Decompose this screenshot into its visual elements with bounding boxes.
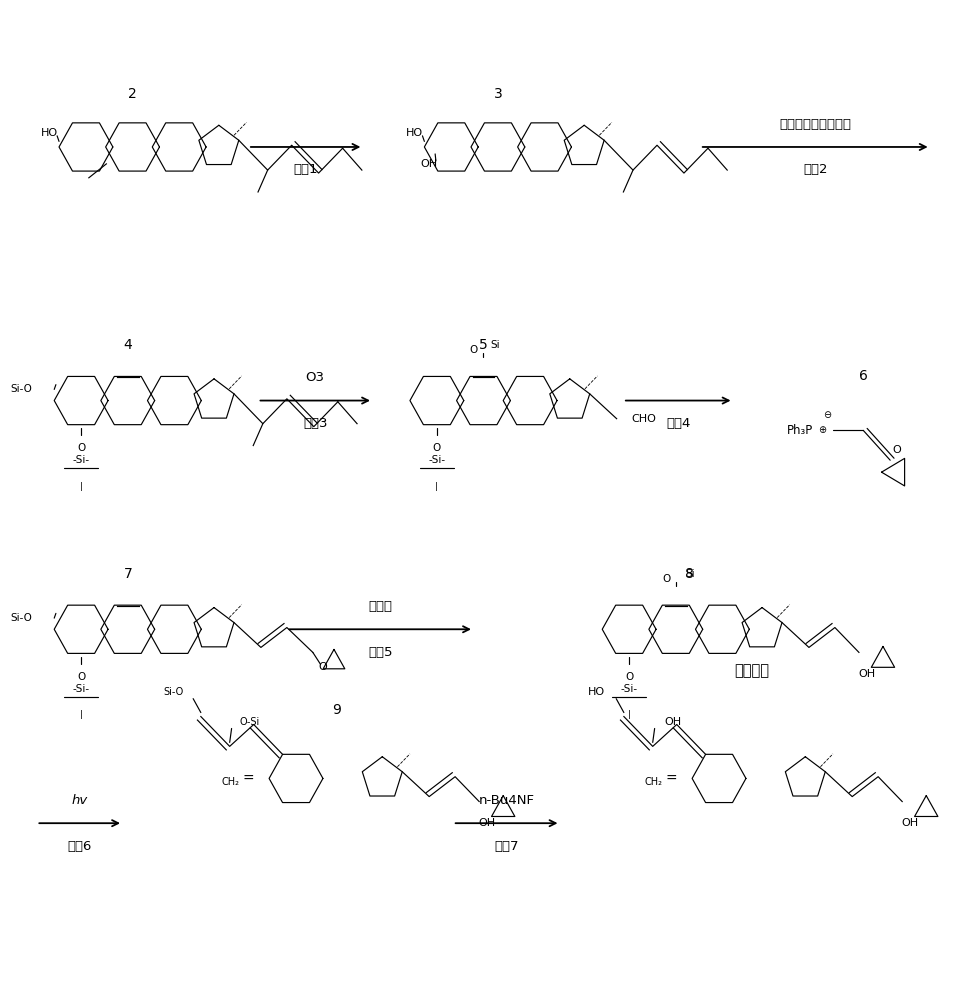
Text: O-Si: O-Si (239, 717, 259, 727)
Text: 3: 3 (493, 87, 502, 101)
Text: |: | (628, 710, 630, 719)
Text: Si: Si (686, 569, 695, 579)
Text: Si-O: Si-O (163, 687, 184, 697)
Text: 步骤1: 步骤1 (293, 163, 318, 176)
Text: hv: hv (72, 794, 88, 807)
Text: HO: HO (41, 128, 58, 138)
Text: O: O (625, 672, 633, 682)
Text: |: | (79, 482, 82, 491)
Text: CH₂: CH₂ (645, 777, 662, 787)
Text: Si: Si (490, 340, 500, 350)
Text: O: O (318, 662, 327, 672)
Text: CHO: CHO (631, 414, 656, 424)
Text: O: O (893, 445, 901, 455)
Text: 步骤4: 步骤4 (666, 417, 690, 430)
Text: HO: HO (406, 128, 424, 138)
Text: |: | (79, 710, 82, 719)
Text: OH: OH (901, 818, 919, 828)
Text: OH: OH (479, 818, 495, 828)
Text: O: O (433, 443, 441, 453)
Text: ⊕: ⊕ (818, 425, 826, 435)
Text: 步骤2: 步骤2 (803, 163, 828, 176)
Text: HO: HO (588, 687, 604, 697)
Text: 6: 6 (859, 369, 867, 383)
Text: 9: 9 (332, 703, 340, 717)
Text: Si-O: Si-O (11, 384, 33, 394)
Text: 还原剂: 还原剂 (368, 600, 393, 613)
Text: O: O (662, 574, 670, 584)
Text: OH: OH (858, 669, 875, 679)
Text: 步骤7: 步骤7 (494, 840, 519, 853)
Text: 4: 4 (124, 338, 132, 352)
Text: 卡泊三醇: 卡泊三醇 (734, 664, 769, 679)
Text: CH₂: CH₂ (221, 777, 240, 787)
Text: n-Bu4NF: n-Bu4NF (479, 794, 535, 807)
Text: O: O (77, 672, 85, 682)
Text: OH: OH (421, 159, 438, 169)
Text: ⊖: ⊖ (823, 410, 831, 420)
Text: Si-O: Si-O (11, 613, 33, 623)
Text: 步骤6: 步骤6 (68, 840, 92, 853)
Text: 7: 7 (124, 567, 132, 581)
Text: -Si-: -Si- (428, 455, 446, 465)
Text: 步骤5: 步骤5 (367, 646, 393, 659)
Text: 8: 8 (685, 567, 693, 581)
Text: Ph₃P: Ph₃P (787, 424, 813, 437)
Text: 2: 2 (129, 87, 137, 101)
Text: 步骤3: 步骤3 (303, 417, 328, 430)
Text: O3: O3 (306, 371, 325, 384)
Text: O: O (470, 345, 478, 355)
Text: OH: OH (664, 717, 682, 727)
Text: -Si-: -Si- (621, 684, 637, 694)
Text: -Si-: -Si- (73, 455, 90, 465)
Text: |: | (435, 482, 438, 491)
Text: O: O (77, 443, 85, 453)
Text: 5: 5 (479, 338, 488, 352)
Text: 叔丁基二甲基氯硅烷: 叔丁基二甲基氯硅烷 (779, 118, 851, 131)
Text: =: = (665, 771, 677, 785)
Text: =: = (242, 771, 253, 785)
Text: -Si-: -Si- (73, 684, 90, 694)
